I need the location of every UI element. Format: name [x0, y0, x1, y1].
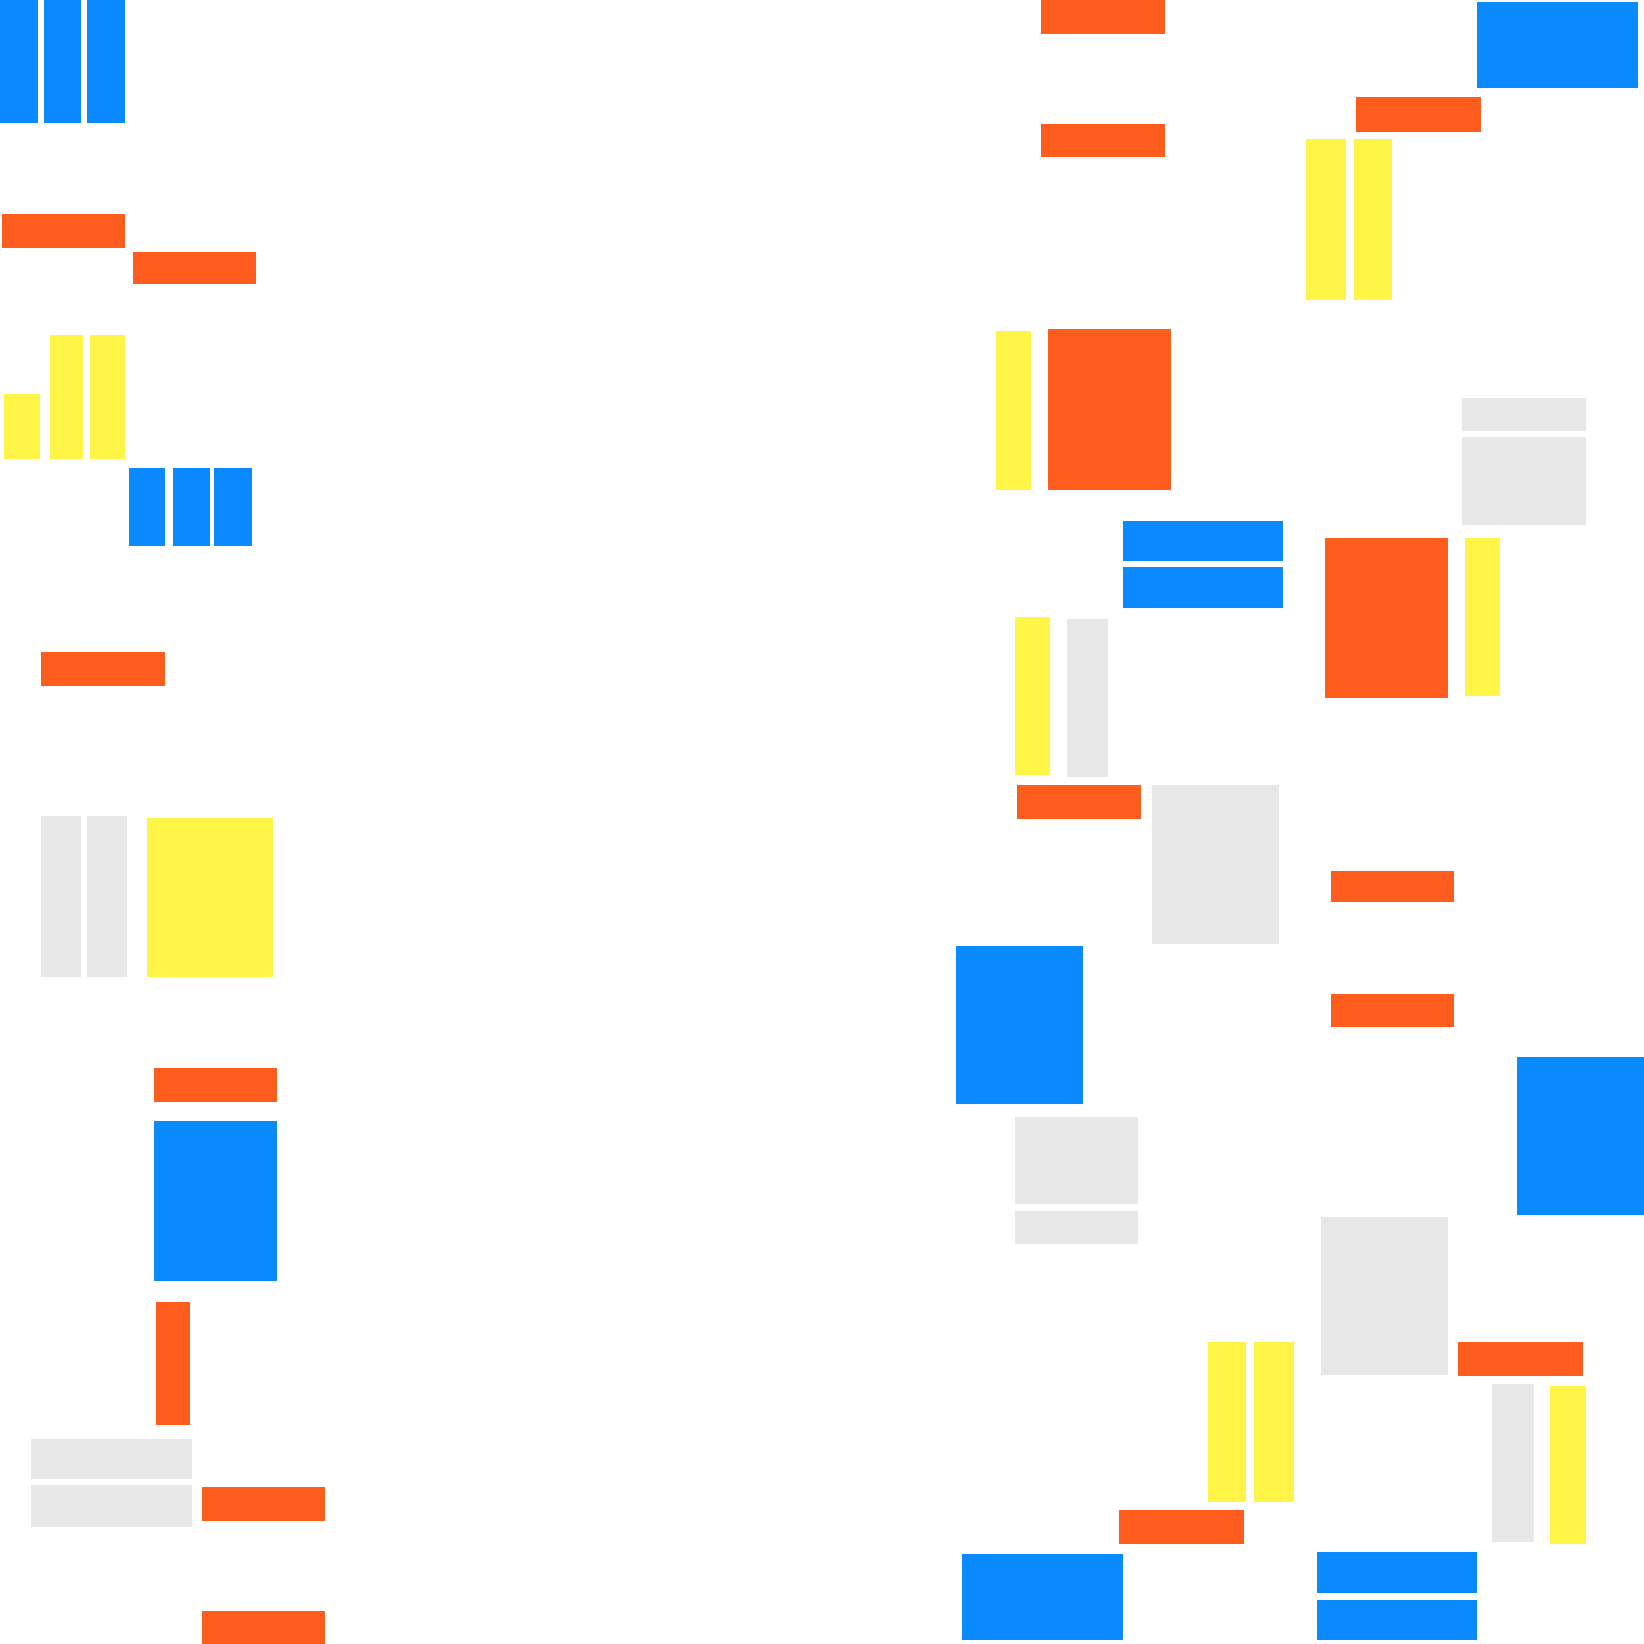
blue-block	[1317, 1552, 1477, 1593]
orange-block	[1041, 0, 1165, 34]
blue-block	[1123, 567, 1283, 608]
blue-block	[214, 468, 252, 546]
orange-block	[1331, 871, 1454, 902]
gray-block	[87, 816, 127, 977]
blue-block	[1517, 1057, 1644, 1215]
orange-block	[1119, 1510, 1244, 1544]
yellow-block	[1306, 139, 1346, 300]
blue-block	[1317, 1600, 1477, 1640]
blue-block	[173, 468, 210, 546]
yellow-block	[4, 394, 40, 459]
blue-block	[154, 1121, 277, 1281]
orange-block	[1048, 329, 1171, 490]
blue-block	[0, 0, 38, 123]
gray-block	[1067, 619, 1108, 777]
yellow-block	[1015, 617, 1050, 775]
orange-block	[2, 214, 125, 248]
orange-block	[154, 1068, 277, 1102]
blue-block	[962, 1554, 1123, 1640]
yellow-block	[996, 331, 1031, 490]
blue-block	[44, 0, 81, 123]
orange-block	[1017, 785, 1141, 819]
orange-block	[202, 1487, 325, 1521]
gray-block	[1462, 398, 1586, 431]
orange-block	[1331, 994, 1454, 1027]
gray-block	[31, 1485, 192, 1527]
yellow-block	[1254, 1342, 1294, 1502]
yellow-block	[1208, 1342, 1246, 1502]
gray-block	[1492, 1384, 1534, 1542]
yellow-block	[1465, 538, 1500, 696]
orange-block	[202, 1611, 325, 1644]
blue-block	[1123, 521, 1283, 561]
yellow-block	[90, 335, 125, 459]
blue-block	[129, 468, 165, 546]
gray-block	[1015, 1211, 1138, 1244]
gray-block	[1015, 1117, 1138, 1204]
gray-block	[31, 1439, 192, 1479]
orange-block	[133, 252, 256, 284]
yellow-block	[147, 818, 273, 977]
yellow-block	[50, 335, 83, 459]
orange-block	[1458, 1342, 1583, 1376]
blue-block	[1477, 2, 1638, 88]
orange-block	[1041, 124, 1165, 157]
gray-block	[1321, 1217, 1448, 1375]
yellow-block	[1354, 139, 1392, 300]
orange-block	[156, 1302, 190, 1425]
orange-block	[41, 652, 165, 686]
yellow-block	[1550, 1386, 1586, 1544]
gray-block	[1152, 785, 1279, 944]
orange-block	[1325, 538, 1448, 698]
blue-block	[956, 946, 1083, 1104]
gray-block	[41, 816, 81, 977]
gray-block	[1462, 437, 1586, 525]
orange-block	[1356, 97, 1481, 132]
blue-block	[87, 0, 125, 123]
